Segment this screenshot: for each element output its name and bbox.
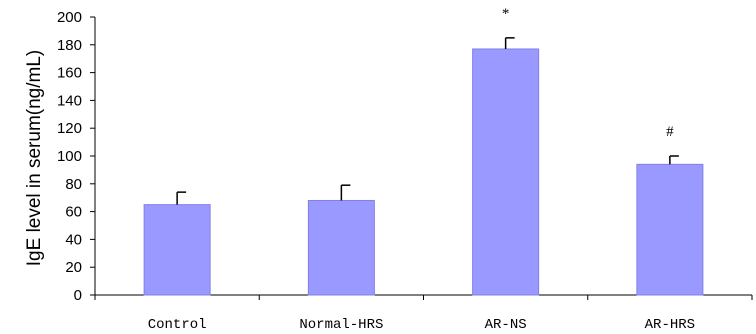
bars (143, 48, 704, 296)
significance-marker: # (666, 124, 674, 140)
bar-ar-hrs (636, 163, 704, 296)
error-bars (176, 37, 679, 205)
bar-ar-ns (472, 48, 540, 296)
y-tick-label: 140 (57, 92, 82, 109)
y-tick-label: 0 (74, 287, 82, 304)
x-tick-label: Control (148, 317, 207, 333)
x-tick-label: AR-NS (485, 317, 527, 333)
y-tick-label: 200 (57, 9, 82, 26)
y-axis-title: IgE level in serum(ng/mL) (24, 50, 45, 266)
y-tick-label: 120 (57, 120, 82, 137)
bar-control (143, 204, 211, 296)
y-tick-label: 160 (57, 65, 82, 82)
annotations: *# (502, 6, 674, 140)
bar-normal-hrs (307, 199, 375, 296)
significance-marker: * (502, 6, 510, 22)
y-tick-label: 60 (65, 204, 82, 221)
x-tick-labels: Control Normal-HRS AR-NS AR-HRS (148, 317, 695, 333)
x-tick-label: AR-HRS (645, 317, 695, 333)
y-tick-label: 80 (65, 176, 82, 193)
y-tick-label: 40 (65, 231, 82, 248)
x-tick-label: Normal-HRS (299, 317, 383, 333)
y-tick-label: 180 (57, 37, 82, 54)
y-tick-label: 100 (57, 148, 82, 165)
y-tick-label: 20 (65, 259, 82, 276)
y-ticks: 0 20 40 60 80 100 120 140 160 180 200 (57, 9, 95, 304)
